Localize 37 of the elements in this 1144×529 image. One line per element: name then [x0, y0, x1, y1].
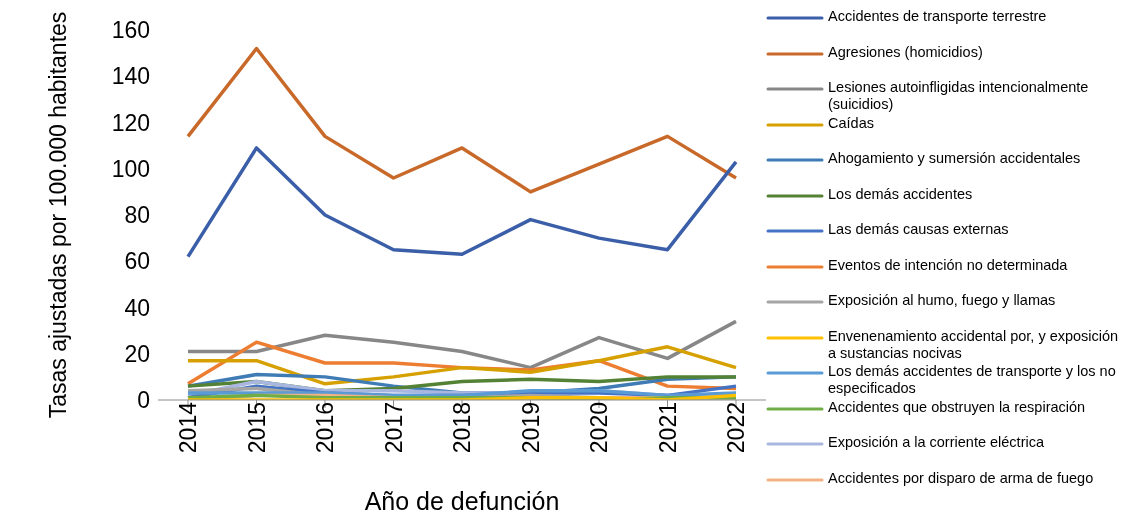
legend-label: Los demás accidentes [828, 185, 973, 203]
x-tick-label: 2020 [586, 402, 613, 454]
legend-label: Agresiones (homicidios) [828, 43, 983, 61]
legend-label: Accidentes que obstruyen la respiración [828, 398, 1086, 416]
legend-label: Exposición a la corriente eléctrica [828, 434, 1044, 451]
legend-label: Accidentes de transporte terrestre [828, 8, 1047, 25]
y-tick-label: 120 [111, 109, 150, 136]
x-tick-label: 2022 [723, 402, 750, 454]
legend-label: Los demás accidentes de transporte y los no especificados [828, 363, 1117, 397]
line-series [186, 146, 738, 259]
line-series [186, 319, 738, 370]
legend-label: Ahogamiento y sumersión accidentales [828, 150, 1081, 167]
y-tick-label: 40 [124, 294, 150, 321]
legend-label: Accidentes por disparo de arma de fuego [828, 469, 1094, 487]
y-tick-label: 60 [124, 248, 150, 275]
y-tick-label: 100 [111, 155, 150, 182]
x-tick-label: 2015 [243, 402, 270, 454]
x-tick-label: 2018 [449, 402, 476, 454]
x-tick-label: 2014 [175, 401, 202, 454]
legend-label: Caídas [828, 114, 874, 132]
legend-label: Las demás causas externas [828, 221, 1009, 238]
y-tick-label: 0 [137, 387, 150, 414]
x-tick-label: 2017 [380, 402, 407, 454]
legend-label: Exposición al humo, fuego y llamas [828, 292, 1056, 309]
y-axis-title: Tasas ajustadas por 100.000 habitantes [45, 11, 71, 419]
y-tick-label: 80 [124, 202, 150, 229]
x-tick-label: 2019 [517, 402, 544, 454]
x-tick-label: 2021 [654, 402, 681, 454]
legend-label: Envenenamiento accidental por, y exposición a sustancias nocivas [828, 327, 1120, 362]
y-tick-label: 140 [111, 63, 150, 90]
x-axis-title: Año de defunción [364, 487, 560, 515]
legend-label: Lesiones autoinfligidas intencionalmente (suicidios) [828, 79, 1090, 113]
line-series [186, 46, 738, 194]
x-tick-label: 2016 [312, 402, 339, 454]
y-tick-label: 160 [111, 17, 150, 44]
y-tick-label: 20 [124, 340, 150, 367]
legend-label: Eventos de intención no determinada [828, 256, 1068, 274]
